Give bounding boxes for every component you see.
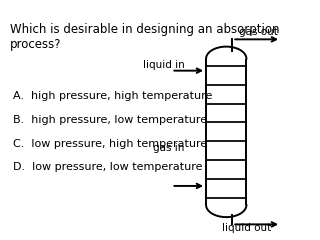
Text: A.  high pressure, high temperature: A. high pressure, high temperature bbox=[13, 91, 212, 101]
Text: D.  low pressure, low temperature: D. low pressure, low temperature bbox=[13, 162, 203, 173]
Text: Which is desirable in designing an absorption
process?: Which is desirable in designing an absor… bbox=[10, 23, 280, 51]
Text: gas out: gas out bbox=[238, 27, 277, 37]
Text: C.  low pressure, high temperature: C. low pressure, high temperature bbox=[13, 139, 207, 149]
Text: liquid out: liquid out bbox=[222, 223, 271, 233]
Text: gas in: gas in bbox=[153, 144, 184, 153]
Text: liquid in: liquid in bbox=[143, 60, 184, 70]
Text: B.  high pressure, low temperature: B. high pressure, low temperature bbox=[13, 115, 207, 125]
